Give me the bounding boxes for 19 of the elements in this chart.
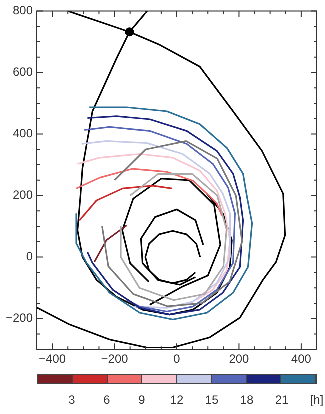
y-tick-label: 0 [26, 250, 34, 264]
color-bar-label: 6 [104, 393, 110, 407]
x-tick-label: −200 [101, 352, 129, 366]
x-tick-label: 0 [174, 352, 181, 366]
y-tick-label: 600 [12, 65, 34, 80]
color-bar-label: 9 [138, 393, 146, 407]
color-bar-label: 18 [240, 393, 254, 407]
color-bar-label: 15 [205, 393, 219, 407]
color-bar-label: 12 [170, 393, 184, 407]
y-tick-label: 200 [12, 188, 34, 202]
y-tick-label: −200 [6, 311, 34, 326]
y-tick-label: 800 [12, 4, 34, 18]
x-tick-label: 400 [291, 352, 312, 366]
color-bar-label: 21 [275, 393, 289, 407]
color-bar-label: 3 [68, 393, 76, 407]
color-bar-title: [h] [310, 393, 324, 407]
y-tick-label: 400 [12, 126, 34, 141]
x-tick-label: 200 [229, 352, 250, 366]
x-tick-label: −400 [39, 352, 66, 366]
